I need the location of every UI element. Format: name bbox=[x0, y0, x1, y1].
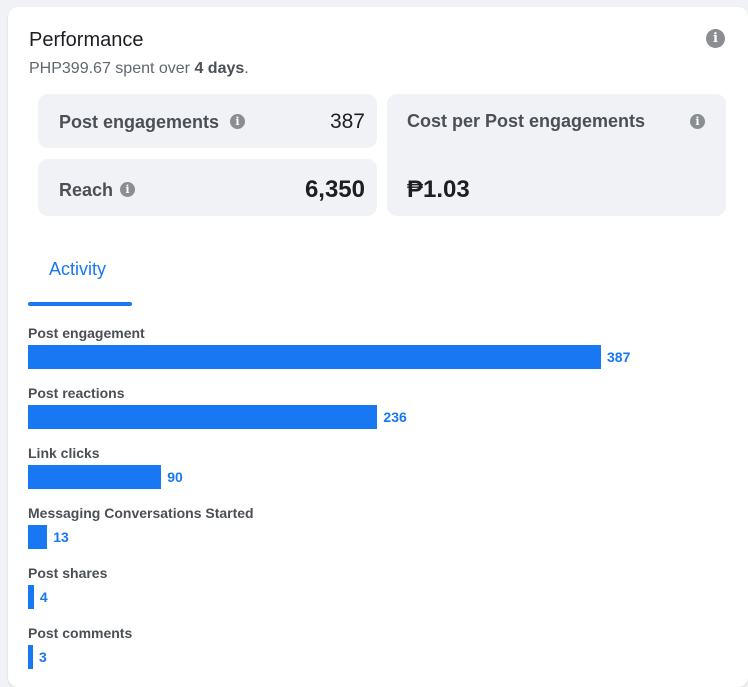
post-engagements-label: Post engagements bbox=[59, 112, 220, 132]
metric-label: Link clicks bbox=[28, 445, 100, 461]
bar-value-label: 236 bbox=[383, 409, 407, 425]
bar-row: 387 bbox=[28, 345, 630, 369]
tab-activity-underline bbox=[28, 302, 132, 306]
bar-post-comments bbox=[28, 645, 33, 669]
info-icon[interactable]: i bbox=[120, 182, 135, 197]
tab-activity[interactable]: Activity bbox=[49, 259, 107, 279]
cost-per-engagement-tile: Cost per Post engagements i ₱1.03 bbox=[387, 94, 726, 216]
bar-value-label: 3 bbox=[39, 649, 47, 665]
reach-tile: Reach i 6,350 bbox=[38, 159, 377, 216]
post-engagements-value: 387 bbox=[329, 110, 365, 133]
bar-messaging-conversations-started bbox=[28, 525, 48, 549]
cost-per-engagement-value: ₱1.03 bbox=[407, 176, 470, 203]
info-icon[interactable]: i bbox=[230, 114, 245, 129]
reach-value: 6,350 bbox=[304, 176, 365, 203]
metric-label: Post reactions bbox=[28, 385, 125, 401]
metric-post-reactions: Post reactions 236 bbox=[28, 383, 728, 443]
spend-days: 4 days bbox=[194, 60, 245, 77]
bar-link-clicks bbox=[28, 465, 162, 489]
bar-value-label: 13 bbox=[53, 529, 69, 545]
metric-post-shares: Post shares 4 bbox=[28, 563, 728, 623]
bar-value-label: 387 bbox=[607, 349, 631, 365]
bar-row: 4 bbox=[28, 585, 48, 609]
bar-value-label: 4 bbox=[39, 589, 48, 605]
post-engagements-tile: Post engagements i 387 bbox=[38, 94, 377, 148]
cost-per-engagement-label: Cost per Post engagements bbox=[407, 111, 646, 131]
reach-label: Reach bbox=[59, 180, 114, 200]
metric-post-comments: Post comments 3 bbox=[28, 623, 728, 683]
metric-label: Post shares bbox=[28, 565, 108, 581]
bar-row: 13 bbox=[28, 525, 69, 549]
spend-period: . bbox=[244, 60, 249, 77]
bar-row: 90 bbox=[28, 465, 183, 489]
info-icon[interactable]: i bbox=[690, 114, 705, 129]
activity-bar-chart: Post engagement 387 Post reactions 236 Link … bbox=[28, 323, 728, 683]
metric-post-engagement: Post engagement 387 bbox=[28, 323, 728, 383]
bar-row: 236 bbox=[28, 405, 407, 429]
metric-label: Post comments bbox=[28, 625, 133, 641]
metric-messaging-conversations-started: Messaging Conversations Started 13 bbox=[28, 503, 728, 563]
metric-label: Post engagement bbox=[28, 325, 145, 341]
metric-label: Messaging Conversations Started bbox=[28, 505, 254, 521]
bar-post-engagement bbox=[28, 345, 601, 369]
bar-row: 3 bbox=[28, 645, 47, 669]
spend-amount: PHP399.67 bbox=[29, 60, 111, 77]
page-title: Performance bbox=[29, 29, 144, 51]
spend-summary: PHP399.67 spent over 4 days. bbox=[29, 60, 249, 78]
bar-post-reactions bbox=[28, 405, 378, 429]
bar-post-shares bbox=[28, 585, 34, 609]
metric-link-clicks: Link clicks 90 bbox=[28, 443, 728, 503]
performance-card: Performance PHP399.67 spent over 4 days.… bbox=[8, 7, 748, 687]
info-icon[interactable]: i bbox=[706, 29, 725, 48]
spend-text: spent over bbox=[110, 60, 195, 77]
bar-value-label: 90 bbox=[167, 469, 183, 485]
